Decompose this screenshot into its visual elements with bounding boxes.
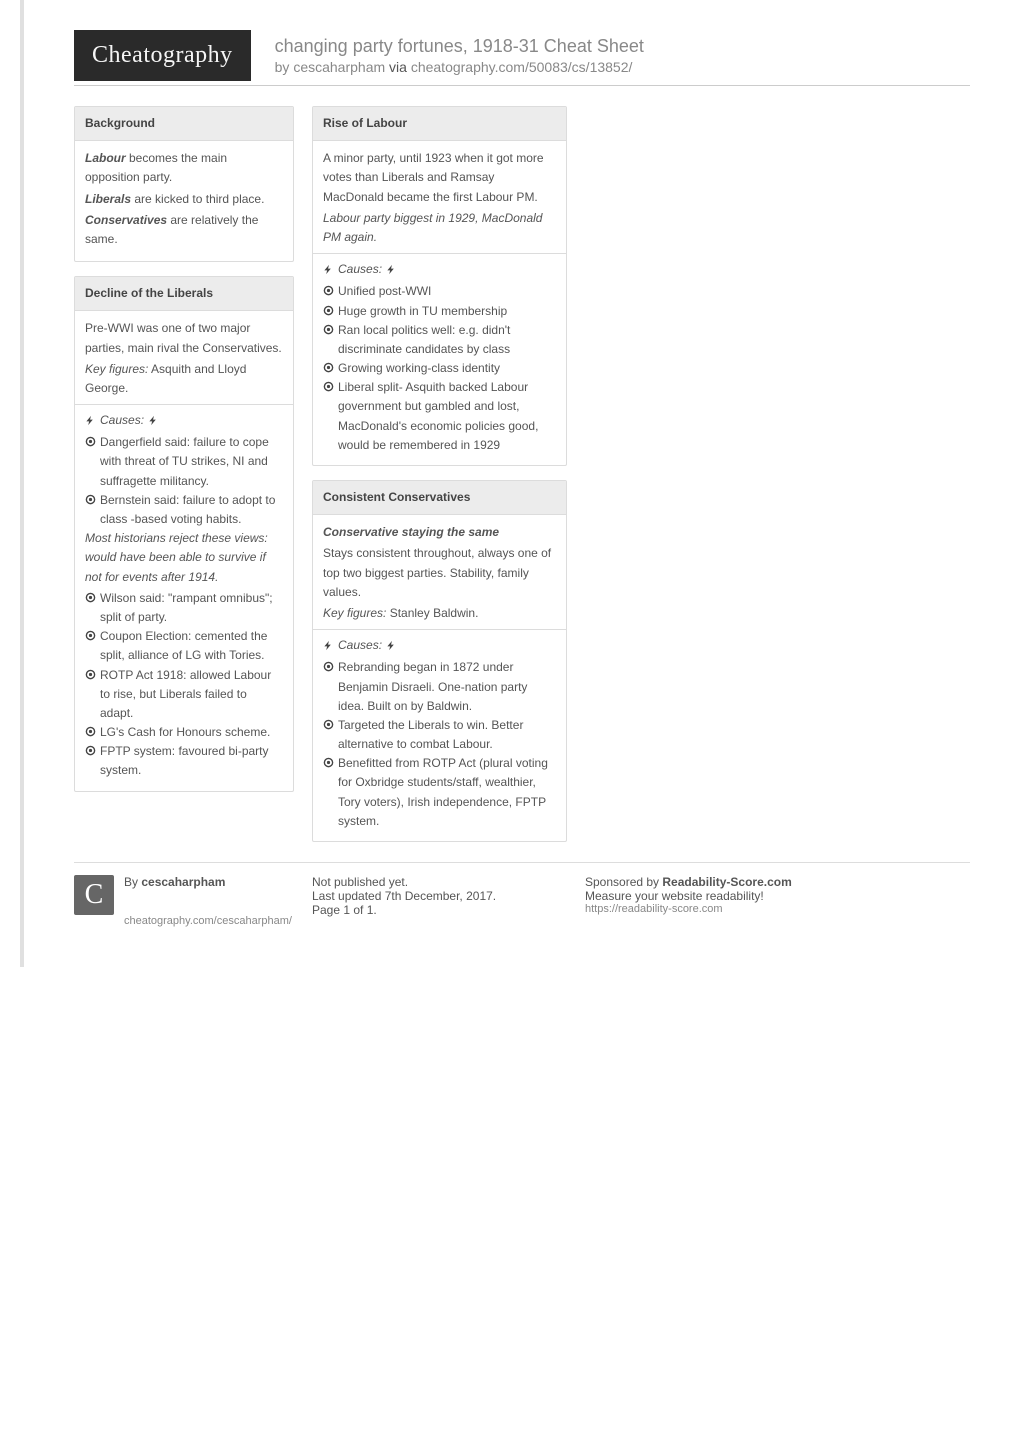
dot-icon [85, 726, 96, 737]
bullet-text: Targeted the Liberals to win. Better alt… [338, 716, 556, 754]
author-link[interactable]: cescaharpham [293, 59, 385, 75]
bullet-item: LG's Cash for Honours scheme. [85, 723, 283, 742]
bullet-text: ROTP Act 1918: allowed Labour to rise, b… [100, 666, 283, 724]
bullet-text: Dangerfield said: failure to cope with t… [100, 433, 283, 491]
causes-header: Causes: [85, 411, 283, 430]
bullet-text: Bernstein said: failure to adopt to clas… [100, 491, 283, 529]
dot-icon [323, 661, 334, 672]
sponsor-name: Readability-Score.com [662, 875, 791, 889]
dot-icon [323, 757, 334, 768]
bolt-icon [386, 264, 397, 275]
card-title: Rise of Labour [313, 107, 566, 141]
bullet-item: Dangerfield said: failure to cope with t… [85, 433, 283, 491]
bolt-icon [323, 264, 334, 275]
by-label: By [124, 875, 141, 889]
dot-icon [323, 324, 334, 335]
dot-icon [323, 719, 334, 730]
bullet-text: LG's Cash for Honours scheme. [100, 723, 270, 742]
keyfigures-label: Key figures: [323, 606, 386, 620]
bullet-text: Coupon Election: cemented the split, all… [100, 627, 283, 665]
dot-icon [323, 305, 334, 316]
dot-icon [323, 381, 334, 392]
consistent-intro: Stays consistent throughout, always one … [323, 544, 556, 602]
bullet-text: Growing working-class identity [338, 359, 500, 378]
dot-icon [85, 494, 96, 505]
page-title: changing party fortunes, 1918-31 Cheat S… [275, 36, 970, 57]
page-footer: C By cescaharpham cheatography.com/cesca… [74, 862, 970, 927]
bullet-text: Ran local politics well: e.g. didn't dis… [338, 321, 556, 359]
dot-icon [85, 436, 96, 447]
dot-icon [85, 630, 96, 641]
bullet-item: Coupon Election: cemented the split, all… [85, 627, 283, 665]
bullet-text: FPTP system: favoured bi-party system. [100, 742, 283, 780]
keyfigures-label: Key figures: [85, 362, 148, 376]
card-decline: Decline of the Liberals Pre-WWI was one … [74, 276, 294, 792]
label-labour: Labour [85, 151, 126, 165]
bullet-text: Liberal split- Asquith backed Labour gov… [338, 378, 556, 455]
bolt-icon [386, 640, 397, 651]
title-block: changing party fortunes, 1918-31 Cheat S… [275, 36, 970, 75]
page-header: Cheatography changing party fortunes, 19… [74, 30, 970, 86]
author-name: cescaharpham [141, 875, 225, 889]
sponsor-tagline: Measure your website readability! [585, 889, 970, 903]
label-liberals: Liberals [85, 192, 131, 206]
bullet-item: Bernstein said: failure to adopt to clas… [85, 491, 283, 529]
bullet-item: Targeted the Liberals to win. Better alt… [323, 716, 556, 754]
author-avatar: C [74, 875, 114, 915]
bullet-text: Huge growth in TU membership [338, 302, 507, 321]
dot-icon [323, 362, 334, 373]
bullet-item: FPTP system: favoured bi-party system. [85, 742, 283, 780]
bullet-text: Wilson said: "rampant omnibus"; split of… [100, 589, 283, 627]
bullet-item: ROTP Act 1918: allowed Labour to rise, b… [85, 666, 283, 724]
causes-label: Causes: [338, 636, 382, 655]
site-logo: Cheatography [74, 30, 251, 81]
card-background: Background Labour becomes the main oppos… [74, 106, 294, 262]
bolt-icon [85, 415, 96, 426]
card-consistent: Consistent Conservatives Conservative st… [312, 480, 567, 842]
keyfigures-text: Stanley Baldwin. [386, 606, 478, 620]
card-rise: Rise of Labour A minor party, until 1923… [312, 106, 567, 466]
card-title: Decline of the Liberals [75, 277, 293, 311]
rise-intro: A minor party, until 1923 when it got mo… [323, 149, 556, 207]
bolt-icon [323, 640, 334, 651]
causes-label: Causes: [338, 260, 382, 279]
dot-icon [85, 592, 96, 603]
sponsor-link[interactable]: https://readability-score.com [585, 903, 723, 915]
bullet-item: Growing working-class identity [323, 359, 556, 378]
causes-header: Causes: [323, 260, 556, 279]
bullet-item: Liberal split- Asquith backed Labour gov… [323, 378, 556, 455]
bullet-text: Unified post-WWI [338, 282, 431, 301]
causes-label: Causes: [100, 411, 144, 430]
bullet-item: Huge growth in TU membership [323, 302, 556, 321]
by-label: by [275, 59, 294, 75]
bullet-item: Unified post-WWI [323, 282, 556, 301]
bullet-item: Rebranding began in 1872 under Benjamin … [323, 658, 556, 716]
dot-icon [85, 669, 96, 680]
consistent-sub: Conservative staying the same [323, 523, 556, 542]
card-title: Background [75, 107, 293, 141]
bullet-item: Ran local politics well: e.g. didn't dis… [323, 321, 556, 359]
sponsor-label: Sponsored by [585, 875, 662, 889]
bolt-icon [148, 415, 159, 426]
author-profile-link[interactable]: cheatography.com/cescaharpham/ [124, 915, 292, 927]
label-conservatives: Conservatives [85, 213, 167, 227]
publish-status: Not published yet. [312, 875, 567, 889]
source-url-link[interactable]: cheatography.com/50083/cs/13852/ [411, 59, 633, 75]
last-updated: Last updated 7th December, 2017. [312, 889, 567, 903]
page-number: Page 1 of 1. [312, 903, 567, 917]
rise-intro-italic: Labour party biggest in 1929, MacDonald … [323, 209, 556, 247]
bullet-item: Wilson said: "rampant omnibus"; split of… [85, 589, 283, 627]
via-label: via [385, 59, 411, 75]
bullet-item: Benefitted from ROTP Act (plural voting … [323, 754, 556, 831]
dot-icon [85, 745, 96, 756]
reject-note: Most historians reject these views: woul… [85, 529, 283, 587]
text-liberals: are kicked to third place. [131, 192, 264, 206]
bullet-text: Benefitted from ROTP Act (plural voting … [338, 754, 556, 831]
dot-icon [323, 285, 334, 296]
card-title: Consistent Conservatives [313, 481, 566, 515]
bullet-text: Rebranding began in 1872 under Benjamin … [338, 658, 556, 716]
decline-intro: Pre-WWI was one of two major parties, ma… [85, 319, 283, 357]
byline: by cescaharpham via cheatography.com/500… [275, 59, 970, 75]
causes-header: Causes: [323, 636, 556, 655]
